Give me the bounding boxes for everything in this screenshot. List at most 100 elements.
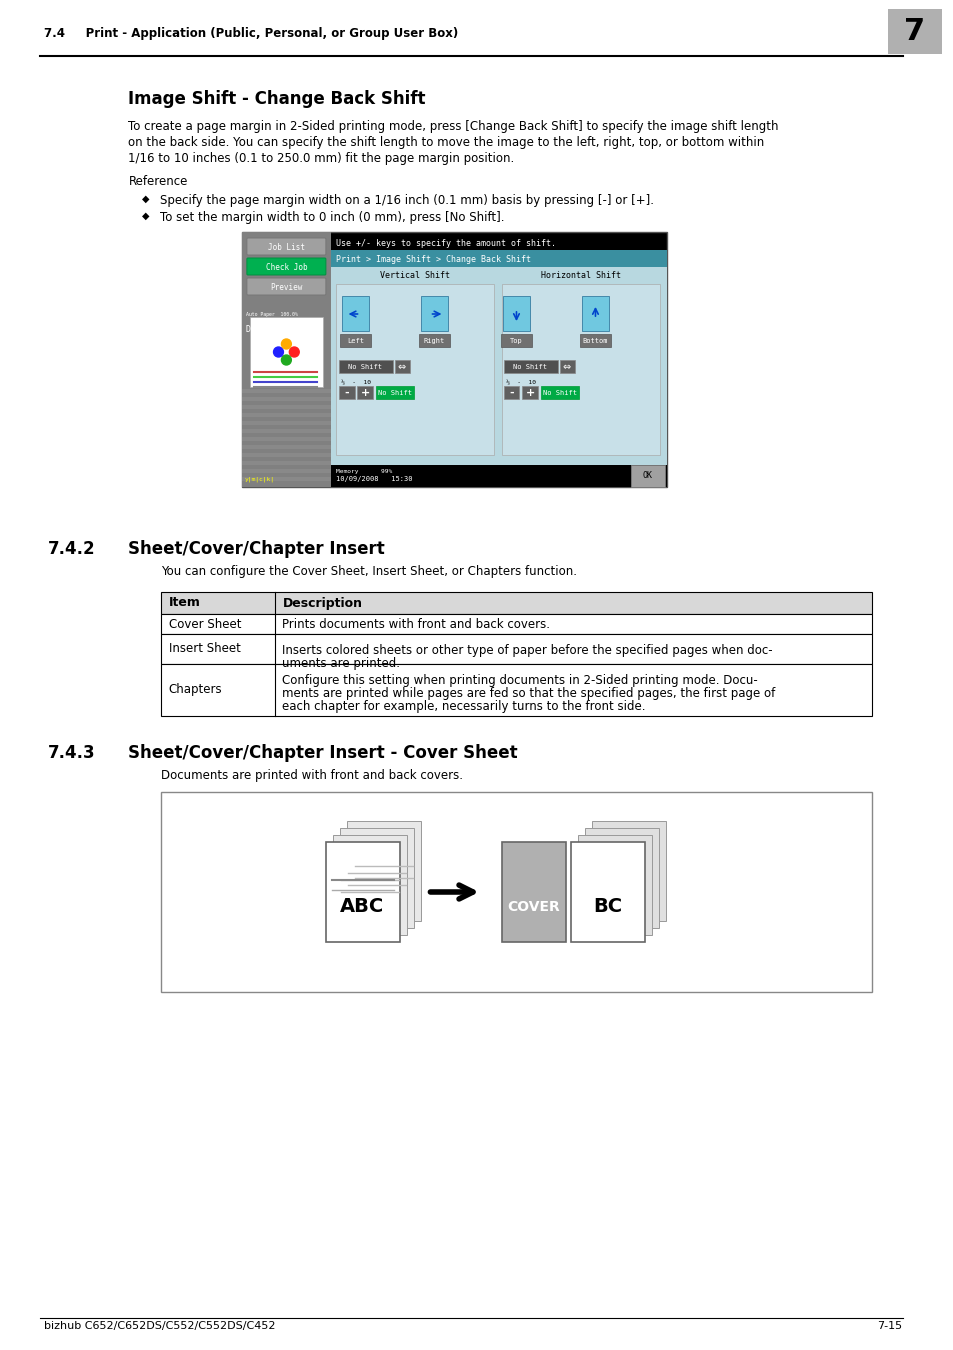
Text: -: - <box>344 387 349 398</box>
Text: -: - <box>509 387 514 398</box>
Text: Print > Image Shift > Change Back Shift: Print > Image Shift > Change Back Shift <box>335 255 530 263</box>
FancyBboxPatch shape <box>581 296 609 331</box>
FancyBboxPatch shape <box>333 836 406 936</box>
FancyBboxPatch shape <box>339 828 414 927</box>
FancyBboxPatch shape <box>522 386 537 400</box>
FancyBboxPatch shape <box>247 258 326 275</box>
FancyBboxPatch shape <box>242 232 331 487</box>
Text: uments are printed.: uments are printed. <box>282 657 400 670</box>
FancyBboxPatch shape <box>591 821 665 921</box>
FancyBboxPatch shape <box>500 333 532 347</box>
Text: Item: Item <box>169 597 200 609</box>
FancyBboxPatch shape <box>420 296 448 331</box>
Text: 10/09/2008   15:30: 10/09/2008 15:30 <box>335 477 412 482</box>
FancyBboxPatch shape <box>338 386 355 400</box>
Text: 1/16 to 10 inches (0.1 to 250.0 mm) fit the page margin position.: 1/16 to 10 inches (0.1 to 250.0 mm) fit … <box>129 153 514 165</box>
Text: ◆: ◆ <box>142 194 150 204</box>
Text: +: + <box>525 387 535 398</box>
FancyBboxPatch shape <box>887 9 942 54</box>
FancyBboxPatch shape <box>242 468 331 472</box>
FancyBboxPatch shape <box>242 429 331 433</box>
Text: Inserts colored sheets or other type of paper before the specified pages when do: Inserts colored sheets or other type of … <box>282 644 772 657</box>
Text: ⅓  -  10: ⅓ - 10 <box>340 381 371 386</box>
FancyBboxPatch shape <box>161 593 871 614</box>
Text: D: D <box>246 325 251 333</box>
FancyBboxPatch shape <box>540 386 578 400</box>
FancyBboxPatch shape <box>339 333 371 347</box>
FancyBboxPatch shape <box>161 664 871 716</box>
FancyBboxPatch shape <box>335 284 494 455</box>
FancyBboxPatch shape <box>247 278 326 296</box>
Text: bizhub C652/C652DS/C552/C552DS/C452: bizhub C652/C652DS/C552/C552DS/C452 <box>45 1322 275 1331</box>
FancyBboxPatch shape <box>242 405 331 409</box>
Text: To set the margin width to 0 inch (0 mm), press [No Shift].: To set the margin width to 0 inch (0 mm)… <box>160 211 504 224</box>
Text: Configure this setting when printing documents in 2-Sided printing mode. Docu-: Configure this setting when printing doc… <box>282 674 758 687</box>
FancyBboxPatch shape <box>242 460 331 464</box>
FancyBboxPatch shape <box>570 842 644 942</box>
Text: OK: OK <box>642 471 652 481</box>
FancyBboxPatch shape <box>341 296 369 331</box>
Text: Check Job: Check Job <box>265 262 307 271</box>
Text: ments are printed while pages are fed so that the specified pages, the first pag: ments are printed while pages are fed so… <box>282 687 775 701</box>
FancyBboxPatch shape <box>247 238 326 255</box>
Text: No Shift: No Shift <box>513 364 547 370</box>
Circle shape <box>274 347 283 356</box>
Text: Right: Right <box>423 338 445 344</box>
FancyBboxPatch shape <box>502 296 530 331</box>
Text: Insert Sheet: Insert Sheet <box>169 643 240 656</box>
FancyBboxPatch shape <box>395 360 410 373</box>
Text: +: + <box>360 387 370 398</box>
FancyBboxPatch shape <box>331 464 666 487</box>
Text: Cover Sheet: Cover Sheet <box>169 617 241 630</box>
FancyBboxPatch shape <box>242 446 331 450</box>
Text: ⇔: ⇔ <box>562 362 570 373</box>
Text: BC: BC <box>592 898 621 917</box>
FancyBboxPatch shape <box>161 614 871 634</box>
FancyBboxPatch shape <box>501 284 659 455</box>
Text: You can configure the Cover Sheet, Insert Sheet, or Chapters function.: You can configure the Cover Sheet, Inser… <box>161 566 577 578</box>
Text: y|m|c|k|: y|m|c|k| <box>245 477 274 482</box>
Text: 7-15: 7-15 <box>877 1322 902 1331</box>
FancyBboxPatch shape <box>338 360 393 373</box>
Text: ABC: ABC <box>340 898 384 917</box>
FancyBboxPatch shape <box>242 389 331 393</box>
FancyBboxPatch shape <box>242 454 331 458</box>
FancyBboxPatch shape <box>503 386 518 400</box>
Text: on the back side. You can specify the shift length to move the image to the left: on the back side. You can specify the sh… <box>129 136 763 148</box>
Text: Left: Left <box>347 338 364 344</box>
Text: Auto Paper  100.0%: Auto Paper 100.0% <box>246 312 297 317</box>
FancyBboxPatch shape <box>242 397 331 401</box>
Text: No Shift: No Shift <box>348 364 382 370</box>
FancyBboxPatch shape <box>346 821 420 921</box>
Text: Sheet/Cover/Chapter Insert: Sheet/Cover/Chapter Insert <box>129 540 385 558</box>
FancyBboxPatch shape <box>579 333 611 347</box>
Text: Chapters: Chapters <box>169 683 222 697</box>
Text: Memory      99%: Memory 99% <box>335 468 392 474</box>
FancyBboxPatch shape <box>630 464 664 487</box>
FancyBboxPatch shape <box>375 386 414 400</box>
FancyBboxPatch shape <box>503 360 558 373</box>
Text: No Shift: No Shift <box>542 390 577 396</box>
FancyBboxPatch shape <box>250 317 322 387</box>
Text: Prints documents with front and back covers.: Prints documents with front and back cov… <box>282 617 550 630</box>
Text: Vertical Shift: Vertical Shift <box>379 270 449 279</box>
FancyBboxPatch shape <box>242 232 666 487</box>
FancyBboxPatch shape <box>242 413 331 417</box>
Text: Preview: Preview <box>270 282 302 292</box>
Text: COVER: COVER <box>506 900 559 914</box>
Circle shape <box>289 347 299 356</box>
Text: Specify the page margin width on a 1/16 inch (0.1 mm) basis by pressing [-] or [: Specify the page margin width on a 1/16 … <box>160 194 654 207</box>
FancyBboxPatch shape <box>501 842 565 942</box>
FancyBboxPatch shape <box>161 634 871 664</box>
Text: Job List: Job List <box>268 243 305 251</box>
Text: 7.4.2: 7.4.2 <box>48 540 95 558</box>
FancyBboxPatch shape <box>242 421 331 425</box>
FancyBboxPatch shape <box>161 792 871 992</box>
FancyBboxPatch shape <box>242 477 331 481</box>
Circle shape <box>281 355 291 364</box>
FancyBboxPatch shape <box>331 267 666 464</box>
Text: Top: Top <box>510 338 522 344</box>
FancyBboxPatch shape <box>326 842 399 942</box>
Text: ◆: ◆ <box>142 211 150 221</box>
FancyBboxPatch shape <box>331 250 666 267</box>
